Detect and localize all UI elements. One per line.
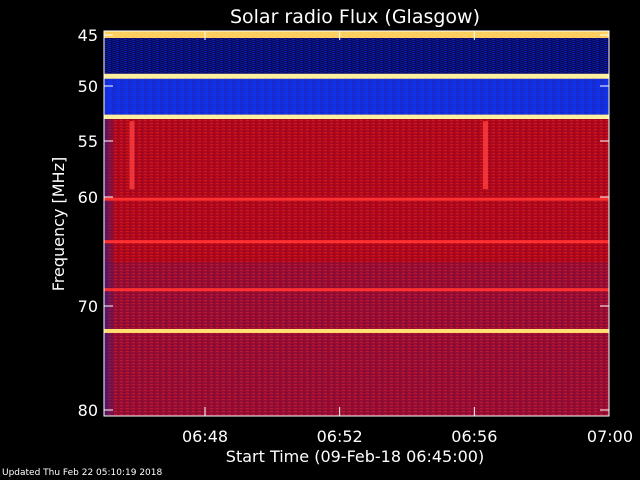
band-2 <box>104 73 609 79</box>
y-tick-label-0: 45 <box>78 26 98 45</box>
emission-line-3 <box>104 328 609 333</box>
x-tick-label-3: 07:00 <box>587 427 633 446</box>
y-tick-label-4: 70 <box>78 297 98 316</box>
x-tick-label-0: 06:48 <box>182 427 228 446</box>
vertical-event-0 <box>129 121 135 190</box>
band-0 <box>104 31 609 39</box>
y-tick-label-2: 55 <box>78 132 98 151</box>
emission-lines <box>104 197 609 333</box>
plot-area <box>103 30 610 417</box>
band-texture-lower <box>104 78 609 115</box>
vertical-event-1 <box>482 121 488 190</box>
y-axis: 45 50 55 60 70 80 <box>78 26 609 420</box>
x-tick-label-1: 06:52 <box>317 427 363 446</box>
updated-timestamp: Updated Thu Feb 22 05:10:19 2018 <box>2 468 163 478</box>
band-texture-upper <box>104 38 609 74</box>
y-tick-label-3: 60 <box>78 188 98 207</box>
x-axis: 06:48 06:52 06:56 07:00 <box>182 31 633 446</box>
emission-line-1 <box>104 240 609 244</box>
x-tick-label-2: 06:56 <box>451 427 497 446</box>
y-tick-label-5: 80 <box>78 401 98 420</box>
emission-line-0 <box>104 197 609 201</box>
plot-frame <box>103 30 610 417</box>
emission-line-2 <box>104 288 609 292</box>
chart-title: Solar radio Flux (Glasgow) <box>230 6 480 28</box>
plot-noise-texture <box>104 119 609 416</box>
y-tick-label-1: 50 <box>78 77 98 96</box>
y-axis-label: Frequency [MHz] <box>49 157 68 291</box>
x-axis-label: Start Time (09-Feb-18 06:45:00) <box>226 447 484 466</box>
vertical-events <box>129 121 488 190</box>
band-4 <box>104 114 609 119</box>
plot-left-shade <box>104 119 116 416</box>
